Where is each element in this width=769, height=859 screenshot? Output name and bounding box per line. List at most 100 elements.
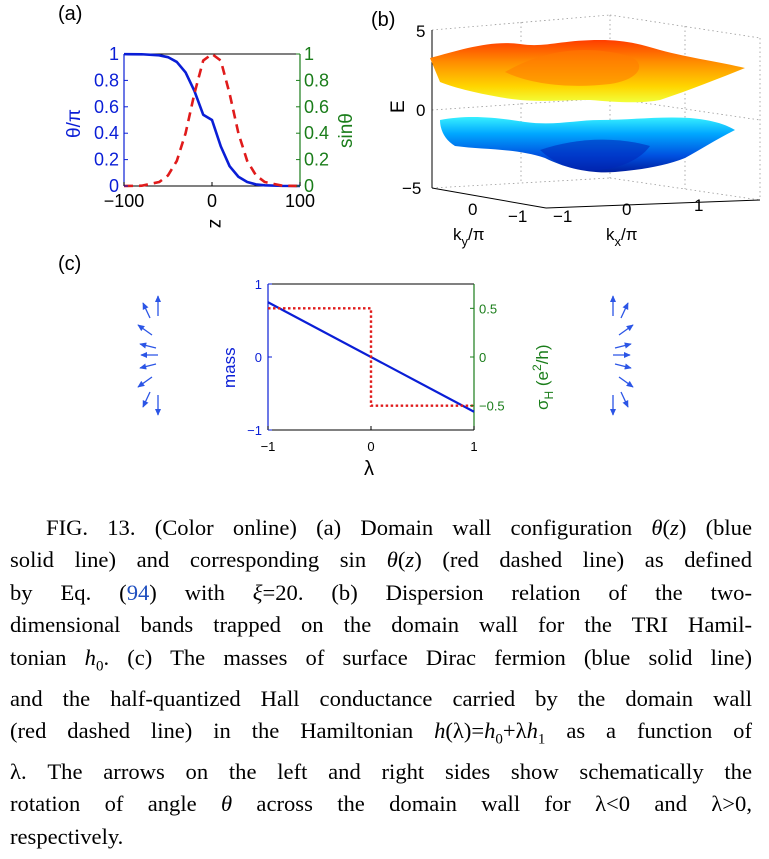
panel-a-y-tick-label-right: 1	[304, 44, 314, 64]
left-rotation-arrows	[137, 295, 162, 416]
caption-text: ) (red dashed line) as defined	[414, 547, 752, 573]
panel-c-x-tick-label: 0	[367, 439, 374, 454]
panel-c-ticks: −1 0 1 −1 0 1 −0.5 0 0.5	[247, 277, 505, 454]
arrow	[620, 302, 629, 319]
caption-line: solid line) and corresponding sin θ(z) (…	[10, 544, 752, 576]
panel-c-x-tick-label: 1	[470, 439, 477, 454]
arrow	[618, 324, 634, 336]
caption-text: z	[670, 515, 679, 540]
caption-line: λ. The arrows on the left and right side…	[10, 756, 752, 788]
panel-a-x-tick-label: 100	[285, 191, 315, 211]
panel-c-y-tick-label-left: 1	[255, 277, 262, 292]
panel-c-x-axis-label: λ	[364, 458, 374, 480]
panel-c-y-tick-label-left: 0	[255, 350, 262, 365]
caption-text: (red dashed line) in the Hamiltonian	[10, 717, 435, 743]
caption-text: and the half-quantized Hall conductance …	[10, 685, 752, 711]
panel-b-axis-frame	[431, 30, 761, 209]
panel-b-kx-axis-label: kx/π	[606, 225, 637, 249]
panel-b-ky-axis-label: ky/π	[453, 225, 484, 249]
panel-a-x-axis-label: z	[205, 219, 226, 229]
caption-text: z	[405, 547, 415, 573]
caption-text: h	[84, 644, 96, 670]
caption-line: FIG. 13. (Color online) (a) Domain wall …	[10, 512, 752, 544]
caption-text: (λ)=	[445, 717, 485, 743]
panel-a-x-tick-label: −100	[104, 191, 145, 211]
panel-c-y-tick-label-right: −0.5	[479, 399, 505, 414]
panel-c-series	[267, 301, 475, 413]
caption-line: tonian h0. (c) The masses of surface Dir…	[10, 642, 752, 683]
panel-a-y-tick-label-left: 0.4	[94, 123, 119, 143]
caption-text: =20. (b) Dispersion relation of the two-	[262, 579, 752, 605]
panel-a-y-axis-label-left: θ/π	[64, 109, 85, 138]
panel-c: (c) −1 0 1 −1 0 1 −0.5 0 0.5 λ mass σH (e2/h)	[58, 253, 634, 480]
caption-text: by Eq. (	[10, 579, 127, 605]
arrow	[139, 363, 157, 370]
panel-a-y-tick-label-right: 0.4	[304, 123, 329, 143]
panel-a-y-tick-label-right: 0.2	[304, 150, 329, 170]
panel-b-z-axis-label: E	[388, 100, 409, 113]
panel-b-upper-band-glint	[505, 50, 640, 86]
panel-b: (b) 5 0 −5 0 −1 −1	[371, 9, 761, 249]
arrow	[139, 342, 157, 349]
caption-text: h	[526, 717, 538, 743]
caption-text: solid line) and corresponding sin	[10, 547, 387, 573]
panel-b-z-tick: −5	[402, 179, 421, 198]
panel-c-hall-conductance-step	[268, 307, 474, 407]
caption-text: ) (blue	[678, 515, 752, 540]
arrow	[137, 376, 153, 388]
right-rotation-arrows	[609, 295, 634, 416]
panel-a-y-axis-label-right: sinθ	[336, 113, 357, 148]
panel-a-y-tick-label-right: 0.6	[304, 97, 329, 117]
caption-text: FIG. 13. (Color online) (a) Domain wall …	[46, 515, 652, 540]
caption-text: dimensional bands trapped on the domain …	[10, 612, 752, 638]
panel-a-y-tick-label-left: 1	[109, 44, 119, 64]
arrow	[614, 363, 632, 370]
panel-a-x-tick-label: 0	[207, 191, 217, 211]
caption-text: θ	[651, 515, 663, 540]
panel-b-ky-tick: 0	[468, 200, 477, 219]
caption-text: (	[662, 515, 671, 540]
caption-text: (	[397, 547, 406, 573]
panel-a-y-tick-label-left: 0.2	[94, 150, 119, 170]
caption-line: by Eq. (94) with ξ=20. (b) Dispersion re…	[10, 577, 752, 609]
arrow	[142, 302, 151, 319]
arrow	[620, 391, 629, 408]
panel-b-kx-tick: −1	[553, 207, 572, 226]
panel-b-kx-tick: 1	[694, 196, 703, 215]
panel-a-y-tick-label-left: 0	[109, 176, 119, 196]
caption-text: rotation of angle	[10, 791, 221, 817]
arrow	[614, 342, 632, 349]
caption-line: and the half-quantized Hall conductance …	[10, 683, 752, 715]
caption-text: θ	[220, 791, 233, 817]
caption-text: h	[484, 717, 496, 743]
caption-text: +λ	[502, 717, 527, 743]
caption-text: h	[434, 717, 446, 743]
figure-caption: FIG. 13. (Color online) (a) Domain wall …	[10, 512, 752, 853]
caption-text: λ. The arrows on the left and right side…	[10, 758, 752, 784]
panel-a: (a) −100 0 10000.20.40.60.8100.20.40.60.81…	[58, 3, 357, 229]
panel-a-y-tick-label-left: 0.8	[94, 70, 119, 90]
caption-line: (red dashed line) in the Hamiltonian h(λ…	[10, 715, 752, 756]
caption-line: dimensional bands trapped on the domain …	[10, 609, 752, 641]
panel-c-y-axis-label-right: σH (e2/h)	[530, 344, 556, 410]
panel-a-label: (a)	[58, 3, 82, 25]
panel-a-y-tick-label-left: 0.6	[94, 97, 119, 117]
caption-line: respectively.	[10, 821, 752, 853]
panel-c-y-tick-label-right: 0	[479, 350, 486, 365]
caption-text: θ	[386, 547, 398, 573]
equation-reference-link[interactable]: 94	[126, 579, 150, 605]
panel-b-ky-tick: −1	[508, 207, 527, 226]
panel-c-y-tick-label-right: 0.5	[479, 301, 497, 316]
caption-text: as a function of	[545, 717, 753, 743]
caption-text: 1	[537, 731, 546, 748]
caption-text: tonian	[10, 644, 85, 670]
panel-c-y-tick-label-left: −1	[247, 423, 262, 438]
panel-b-label: (b)	[371, 9, 395, 31]
panel-c-y-axis-label-left: mass	[220, 347, 239, 388]
caption-text: 0	[95, 658, 104, 675]
caption-text: across the domain wall for λ<0 and λ>0,	[232, 791, 752, 817]
panel-a-y-tick-label-right: 0.8	[304, 70, 329, 90]
arrow	[137, 324, 153, 336]
caption-text: respectively.	[10, 823, 124, 849]
